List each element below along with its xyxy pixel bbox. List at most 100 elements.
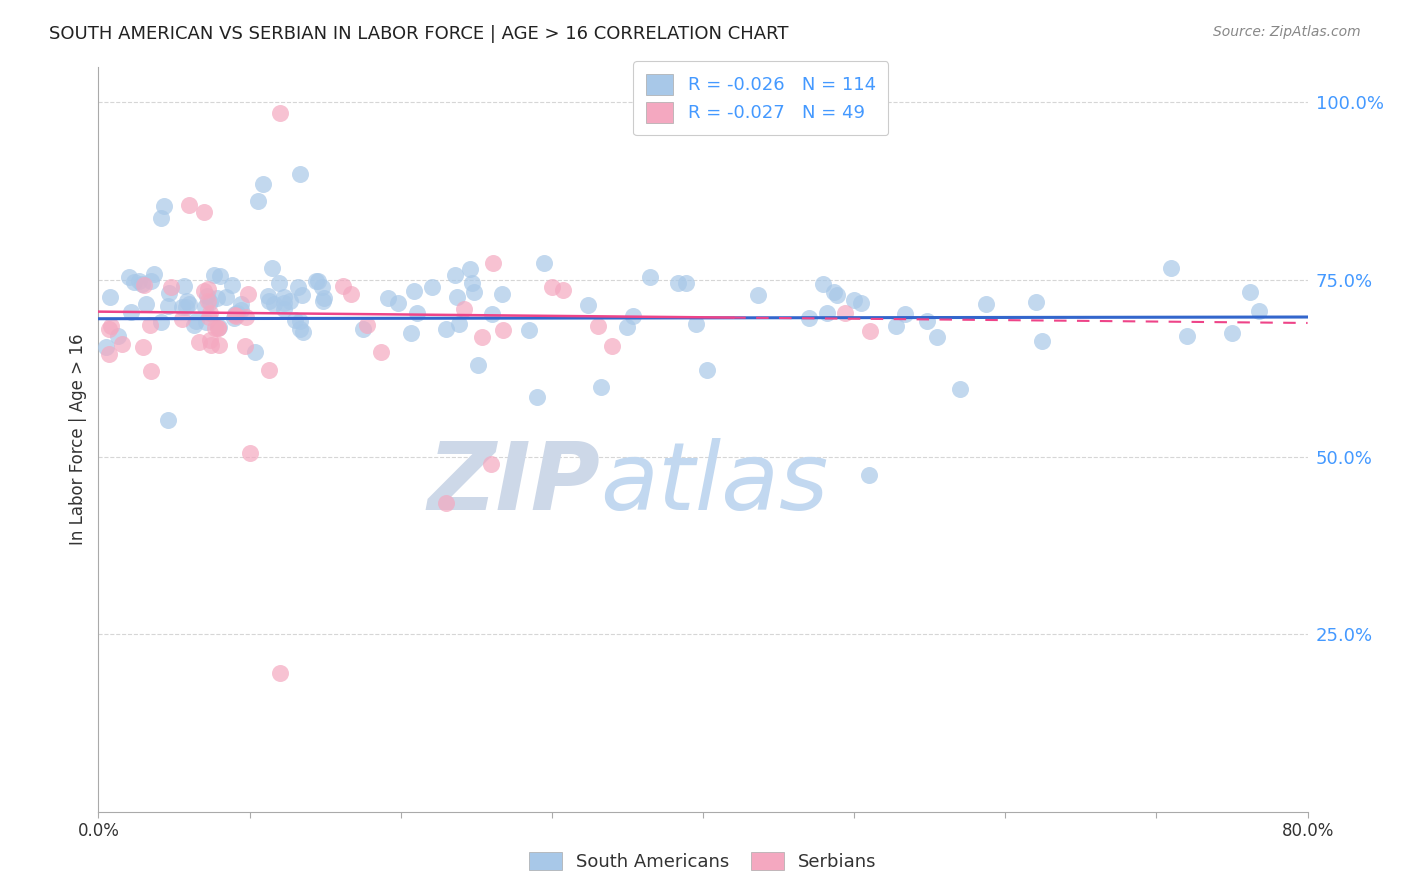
Point [221, 277, 243, 292]
Point [815, 306, 838, 320]
Point [246, 194, 269, 209]
Point [160, 280, 183, 294]
Point [98, 290, 121, 304]
Point [197, 282, 219, 296]
Point [747, 288, 769, 302]
Point [1220, 326, 1243, 340]
Point [517, 323, 540, 337]
Point [194, 300, 217, 314]
Text: Source: ZipAtlas.com: Source: ZipAtlas.com [1213, 25, 1361, 39]
Point [444, 268, 467, 283]
Point [202, 268, 225, 282]
Point [269, 106, 291, 120]
Point [1024, 294, 1046, 309]
Point [150, 211, 173, 226]
Point [406, 306, 429, 320]
Point [482, 256, 505, 270]
Point [893, 307, 915, 321]
Point [434, 496, 457, 510]
Point [188, 335, 211, 350]
Point [332, 278, 354, 293]
Point [291, 287, 314, 301]
Point [176, 293, 198, 308]
Point [917, 313, 939, 327]
Point [193, 205, 215, 219]
Point [150, 315, 173, 329]
Point [1031, 334, 1053, 348]
Point [305, 275, 328, 289]
Point [215, 290, 238, 304]
Y-axis label: In Labor Force | Age > 16: In Labor Force | Age > 16 [69, 334, 87, 545]
Point [231, 297, 253, 311]
Point [132, 340, 155, 354]
Point [269, 666, 291, 681]
Point [98, 347, 121, 361]
Point [198, 305, 221, 319]
Point [290, 168, 312, 182]
Point [208, 268, 231, 283]
Point [200, 338, 222, 352]
Point [849, 295, 872, 310]
Point [825, 288, 848, 302]
Point [273, 290, 295, 304]
Point [638, 270, 661, 285]
Point [399, 326, 422, 340]
Point [576, 298, 599, 312]
Point [205, 292, 228, 306]
Point [284, 313, 307, 327]
Point [195, 315, 218, 329]
Point [225, 309, 247, 323]
Point [858, 467, 880, 482]
Point [252, 177, 274, 191]
Point [492, 323, 515, 337]
Point [233, 338, 256, 352]
Point [273, 296, 295, 310]
Point [844, 293, 866, 308]
Point [207, 321, 229, 335]
Point [143, 268, 166, 282]
Point [122, 275, 145, 289]
Point [278, 294, 301, 309]
Point [97, 322, 120, 336]
Point [471, 330, 494, 344]
Point [170, 300, 193, 314]
Point [198, 295, 221, 310]
Point [183, 318, 205, 332]
Point [208, 319, 231, 334]
Point [974, 297, 997, 311]
Point [111, 337, 134, 351]
Point [193, 285, 215, 299]
Point [118, 269, 141, 284]
Point [540, 280, 562, 294]
Point [267, 276, 290, 290]
Point [288, 314, 311, 328]
Point [307, 274, 329, 288]
Text: atlas: atlas [600, 439, 828, 530]
Point [141, 364, 163, 378]
Point [696, 362, 718, 376]
Point [463, 285, 485, 299]
Point [257, 289, 280, 303]
Point [257, 294, 280, 309]
Point [288, 322, 311, 336]
Point [243, 344, 266, 359]
Point [120, 305, 142, 319]
Point [859, 324, 882, 338]
Point [797, 310, 820, 325]
Point [174, 300, 197, 314]
Point [156, 413, 179, 427]
Point [260, 260, 283, 275]
Point [481, 457, 503, 471]
Point [949, 382, 972, 396]
Point [128, 274, 150, 288]
Point [207, 321, 229, 335]
Point [204, 321, 226, 335]
Point [526, 391, 548, 405]
Point [226, 306, 249, 320]
Point [157, 299, 180, 313]
Point [273, 301, 295, 316]
Point [287, 280, 309, 294]
Point [198, 333, 221, 347]
Point [1175, 328, 1198, 343]
Point [1160, 260, 1182, 275]
